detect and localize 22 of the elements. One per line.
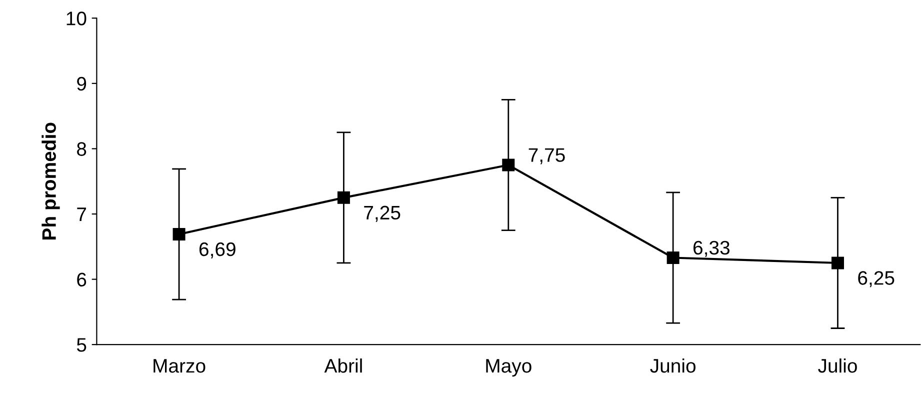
x-tick-label: Mayo: [486, 359, 532, 377]
data-label: 7,75: [528, 148, 565, 164]
y-axis-title: Ph promedio: [42, 122, 60, 240]
point: [502, 158, 515, 172]
data-label: 6,69: [199, 242, 236, 258]
data-label: 6,33: [694, 240, 730, 257]
data-label: 6,25: [858, 271, 894, 288]
y-tick-label: 9: [77, 76, 86, 91]
y-tick-label: 5: [76, 338, 86, 352]
point: [831, 256, 844, 270]
y-tick-label: 6: [77, 272, 86, 287]
point: [337, 191, 350, 204]
point: [172, 228, 186, 240]
y-tick-label: 8: [77, 142, 86, 156]
y-tick-label: 10: [66, 12, 86, 26]
x-tick-label: Julio: [818, 358, 857, 373]
x-tick-label: Abril: [324, 358, 362, 373]
data-label: 7,25: [364, 206, 400, 222]
y-tick-label: 7: [77, 208, 86, 222]
x-tick-label: Marzo: [154, 359, 206, 373]
x-tick-label: Junio: [650, 358, 696, 373]
point: [666, 251, 680, 264]
